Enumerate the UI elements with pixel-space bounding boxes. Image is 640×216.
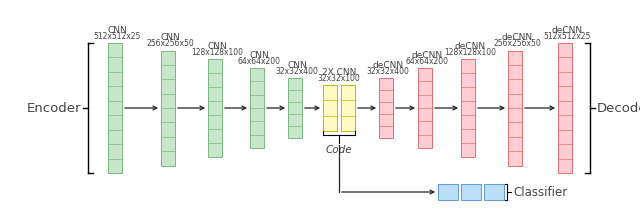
Bar bbox=[558, 43, 572, 173]
Text: 32x32x100: 32x32x100 bbox=[317, 74, 360, 83]
Text: 256x256x50: 256x256x50 bbox=[493, 40, 541, 49]
Text: 32x32x400: 32x32x400 bbox=[276, 67, 319, 76]
Text: CNN: CNN bbox=[160, 33, 180, 43]
Text: Decoder: Decoder bbox=[597, 102, 640, 114]
Text: 64x64x200: 64x64x200 bbox=[406, 57, 449, 66]
Bar bbox=[438, 184, 458, 200]
Bar bbox=[484, 184, 504, 200]
Text: deCNN: deCNN bbox=[454, 42, 486, 51]
Bar bbox=[341, 85, 355, 131]
Text: 2X CNN: 2X CNN bbox=[322, 68, 356, 77]
Text: CNN: CNN bbox=[249, 51, 269, 60]
Text: Classifier: Classifier bbox=[513, 186, 567, 199]
Bar bbox=[323, 85, 337, 131]
Text: deCNN: deCNN bbox=[501, 33, 532, 43]
Bar bbox=[461, 184, 481, 200]
Text: 256x256x50: 256x256x50 bbox=[146, 40, 194, 49]
Text: CNN: CNN bbox=[207, 42, 227, 51]
Text: deCNN: deCNN bbox=[552, 26, 582, 35]
Text: 512x512x25: 512x512x25 bbox=[543, 32, 591, 41]
Text: 64x64x200: 64x64x200 bbox=[237, 57, 280, 66]
Bar bbox=[108, 43, 122, 173]
Bar bbox=[418, 68, 432, 148]
Text: 128x128x100: 128x128x100 bbox=[191, 48, 243, 57]
Text: deCNN: deCNN bbox=[372, 61, 404, 70]
Text: 32x32x400: 32x32x400 bbox=[367, 67, 410, 76]
Bar bbox=[288, 78, 302, 138]
Bar bbox=[508, 51, 522, 165]
Bar bbox=[208, 59, 222, 157]
Text: CNN: CNN bbox=[287, 61, 307, 70]
Bar bbox=[250, 68, 264, 148]
Bar bbox=[379, 78, 393, 138]
Text: CNN: CNN bbox=[107, 26, 127, 35]
Text: 512x512x25: 512x512x25 bbox=[93, 32, 141, 41]
Text: 128x128x100: 128x128x100 bbox=[444, 48, 496, 57]
Text: Code: Code bbox=[326, 145, 352, 155]
Bar bbox=[461, 59, 475, 157]
Text: deCNN: deCNN bbox=[412, 51, 443, 60]
Bar bbox=[161, 51, 175, 165]
Text: Encoder: Encoder bbox=[26, 102, 81, 114]
